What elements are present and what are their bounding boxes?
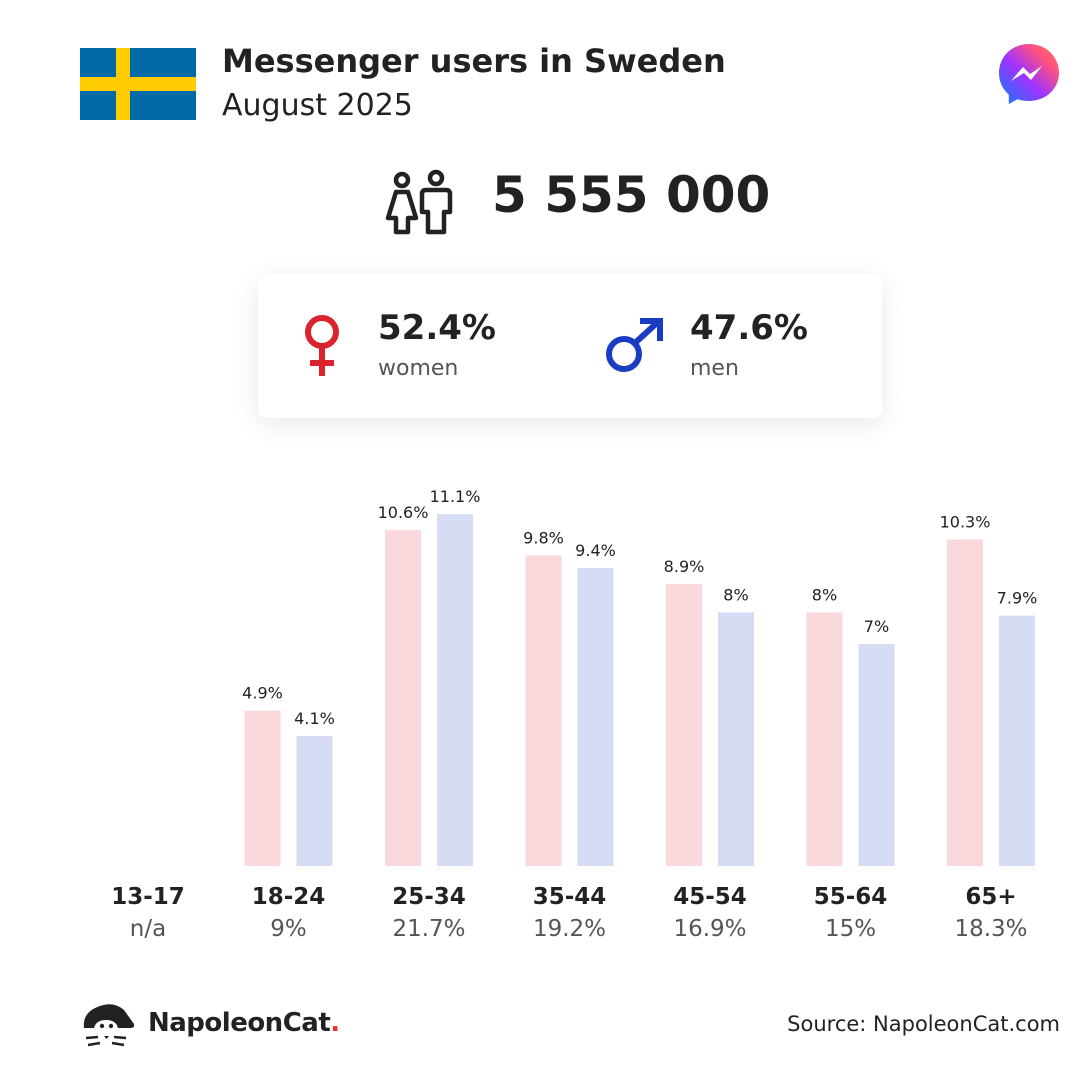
page-subtitle: August 2025 (222, 88, 413, 123)
age-group-share: 15% (824, 916, 877, 942)
men-percentage: 47.6% (690, 308, 808, 348)
bar-men-55-64 (858, 644, 895, 866)
data-label-women-55-64: 8% (812, 585, 837, 604)
data-label-women-35-44: 9.8% (523, 528, 564, 547)
bar-women-35-44 (525, 555, 562, 866)
male-icon (606, 318, 663, 372)
age-group-share: 16.9% (673, 916, 747, 942)
data-label-men-55-64: 7% (864, 617, 889, 636)
age-group-label: 18-24 (251, 884, 326, 910)
bar-women-18-24 (244, 710, 281, 866)
bar-men-18-24 (296, 736, 333, 866)
age-bar-chart: 4.9% 4.1% 10.6%11.1% 9.8% 9.4% 8.9% 8% 8% 7% 10.3… (242, 487, 1038, 866)
age-group-share: 19.2% (532, 916, 607, 942)
data-label-men-45-54: 8% (723, 585, 748, 604)
men-label: men (690, 356, 739, 381)
age-group-label: 45-54 (673, 884, 747, 910)
sweden-flag-icon (80, 48, 196, 120)
bar-women-25-34 (385, 529, 421, 866)
age-group-label: 13-17 (111, 884, 185, 910)
data-label-men-35-44: 9.4% (575, 541, 616, 560)
bar-men-35-44 (577, 568, 614, 866)
bar-women-45-54 (666, 583, 702, 866)
data-label-women-25-34: 10.6% (378, 503, 429, 522)
age-group-label: 35-44 (532, 884, 607, 910)
bar-men-45-54 (718, 612, 754, 866)
age-group-share: 9% (270, 916, 307, 942)
age-group-label: 65+ (965, 884, 1017, 910)
people-icon (385, 169, 453, 235)
napoleoncat-logo-icon (83, 1004, 135, 1047)
source-note: Source: NapoleonCat.com (787, 1012, 1060, 1036)
flag-cross-horizontal (80, 77, 196, 91)
bar-women-55-64 (806, 612, 843, 866)
bar-men-65+ (999, 615, 1035, 866)
total-users: 5 555 000 (492, 166, 771, 224)
data-label-men-25-34: 11.1% (430, 487, 481, 506)
age-group-share: 21.7% (392, 916, 466, 942)
female-icon (305, 315, 339, 376)
gender-card (258, 274, 882, 418)
data-label-men-65+: 7.9% (997, 589, 1038, 608)
data-label-women-45-54: 8.9% (664, 557, 705, 576)
data-label-women-65+: 10.3% (940, 512, 991, 531)
data-label-women-18-24: 4.9% (242, 684, 283, 703)
age-group-share: 18.3% (954, 916, 1028, 942)
data-label-men-18-24: 4.1% (294, 709, 335, 728)
bar-women-65+ (947, 539, 983, 866)
messenger-logo-icon (999, 44, 1059, 104)
bar-men-25-34 (437, 514, 473, 866)
page-title: Messenger users in Sweden (222, 42, 726, 80)
age-group-label: 25-34 (392, 884, 466, 910)
brand-dot: . (330, 1008, 340, 1038)
women-percentage: 52.4% (378, 308, 496, 348)
napoleoncat-brand: NapoleonCat. (148, 1008, 340, 1038)
age-group-label: 55-64 (813, 884, 888, 910)
women-label: women (378, 356, 459, 381)
age-group-share: n/a (129, 916, 167, 942)
brand-name: NapoleonCat (148, 1008, 331, 1038)
